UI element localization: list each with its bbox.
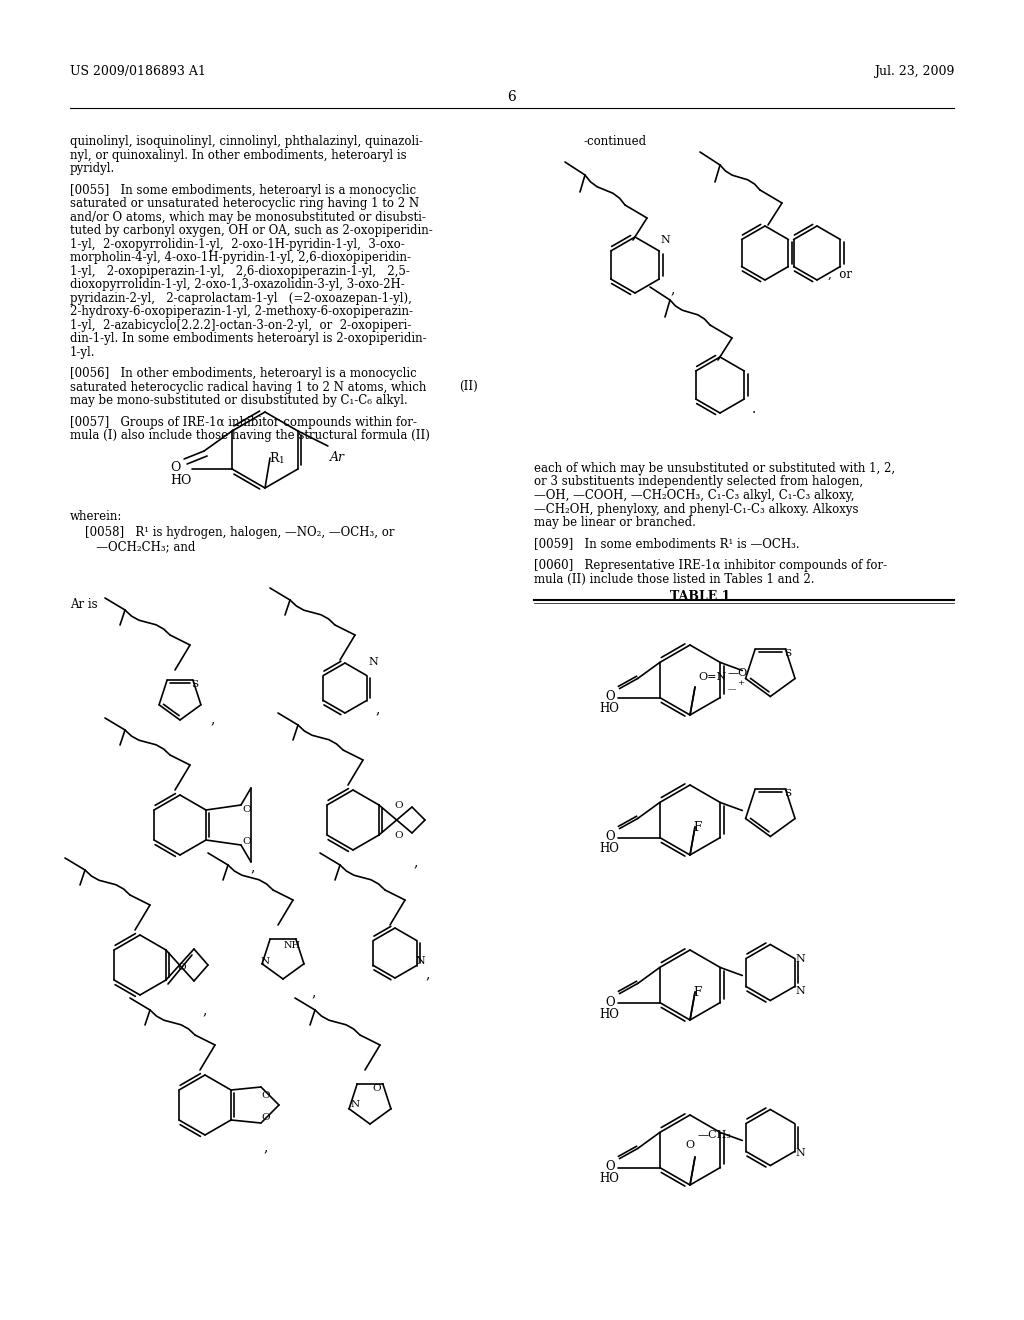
Text: or 3 substituents independently selected from halogen,: or 3 substituents independently selected… [534,475,863,488]
Text: O: O [262,1113,270,1122]
Text: S: S [784,649,792,657]
Text: O: O [373,1084,381,1093]
Text: tuted by carbonyl oxygen, OH or OA, such as 2-oxopiperidin-: tuted by carbonyl oxygen, OH or OA, such… [70,224,433,238]
Text: O: O [243,837,251,846]
Text: N: N [796,1147,805,1158]
Text: S: S [191,680,199,689]
Text: HO: HO [600,1007,620,1020]
Text: mula (I) also include those having the structural formula (II): mula (I) also include those having the s… [70,429,430,442]
Text: may be mono-substituted or disubstituted by C₁-C₆ alkyl.: may be mono-substituted or disubstituted… [70,395,408,407]
Text: pyridyl.: pyridyl. [70,162,116,176]
Text: N: N [350,1101,359,1109]
Text: Ar is: Ar is [70,598,97,611]
Text: [0058]   R¹ is hydrogen, halogen, —NO₂, —OCH₃, or: [0058] R¹ is hydrogen, halogen, —NO₂, —O… [70,525,394,539]
Text: [0057]   Groups of IRE-1α inhibitor compounds within for-: [0057] Groups of IRE-1α inhibitor compou… [70,416,417,429]
Text: Jul. 23, 2009: Jul. 23, 2009 [873,65,954,78]
Text: din-1-yl. In some embodiments heteroaryl is 2-oxopiperidin-: din-1-yl. In some embodiments heteroaryl… [70,333,427,345]
Text: O: O [394,801,403,810]
Text: ,: , [250,861,254,874]
Text: dioxopyrrolidin-1-yl, 2-oxo-1,3-oxazolidin-3-yl, 3-oxo-2H-: dioxopyrrolidin-1-yl, 2-oxo-1,3-oxazolid… [70,279,404,292]
Text: O=N: O=N [698,672,726,682]
Text: O: O [605,1160,615,1173]
Text: ,: , [375,702,379,715]
Text: saturated or unsaturated heterocyclic ring having 1 to 2 N: saturated or unsaturated heterocyclic ri… [70,197,419,210]
Text: 6: 6 [508,90,516,104]
Text: pyridazin-2-yl,   2-caprolactam-1-yl   (=2-oxoazepan-1-yl),: pyridazin-2-yl, 2-caprolactam-1-yl (=2-o… [70,292,412,305]
Text: HO: HO [170,474,191,487]
Text: —O: —O [728,668,749,678]
Text: [0060]   Representative IRE-1α inhibitor compounds of for-: [0060] Representative IRE-1α inhibitor c… [534,560,887,572]
Text: N: N [796,986,805,995]
Text: ,: , [263,1140,267,1154]
Text: O: O [262,1090,270,1100]
Text: N: N [415,956,425,966]
Text: may be linear or branched.: may be linear or branched. [534,516,696,529]
Text: +: + [737,678,743,686]
Text: ,: , [202,1003,207,1016]
Text: each of which may be unsubstituted or substituted with 1, 2,: each of which may be unsubstituted or su… [534,462,895,475]
Text: —OCH₂CH₃; and: —OCH₂CH₃; and [70,540,196,553]
Text: ,: , [413,855,418,869]
Text: —CH₂OH, phenyloxy, and phenyl-C₁-C₃ alkoxy. Alkoxys: —CH₂OH, phenyloxy, and phenyl-C₁-C₃ alko… [534,503,858,516]
Text: S: S [784,789,792,799]
Text: F: F [693,821,701,834]
Text: 1-yl,   2-oxopiperazin-1-yl,   2,6-dioxopiperazin-1-yl,   2,5-: 1-yl, 2-oxopiperazin-1-yl, 2,6-dioxopipe… [70,264,410,277]
Text: ,: , [670,282,675,296]
Text: ,: , [210,711,214,726]
Text: N: N [660,235,670,246]
Text: O: O [605,830,615,843]
Text: 1: 1 [279,455,285,465]
Text: nyl, or quinoxalinyl. In other embodiments, heteroaryl is: nyl, or quinoxalinyl. In other embodimen… [70,149,407,161]
Text: O: O [178,962,186,972]
Text: O: O [685,1140,694,1150]
Text: Ar: Ar [330,451,345,465]
Text: wherein:: wherein: [70,510,123,523]
Text: N: N [368,657,378,667]
Text: -continued: -continued [584,135,647,148]
Text: 1-yl,  2-azabicyclo[2.2.2]-octan-3-on-2-yl,  or  2-oxopiperi-: 1-yl, 2-azabicyclo[2.2.2]-octan-3-on-2-y… [70,318,412,331]
Text: ,: , [425,968,429,981]
Text: —OH, —COOH, —CH₂OCH₃, C₁-C₃ alkyl, C₁-C₃ alkoxy,: —OH, —COOH, —CH₂OCH₃, C₁-C₃ alkyl, C₁-C₃… [534,488,854,502]
Text: O: O [605,690,615,704]
Text: ,  or: , or [828,268,852,281]
Text: ,: , [311,985,315,999]
Text: morpholin-4-yl, 4-oxo-1H-pyridin-1-yl, 2,6-dioxopiperidin-: morpholin-4-yl, 4-oxo-1H-pyridin-1-yl, 2… [70,251,411,264]
Text: F: F [693,986,701,999]
Text: and/or O atoms, which may be monosubstituted or disubsti-: and/or O atoms, which may be monosubstit… [70,211,426,223]
Text: HO: HO [600,1172,620,1185]
Text: N: N [796,953,805,964]
Text: .: . [752,403,757,416]
Text: [0056]   In other embodiments, heteroaryl is a monocyclic: [0056] In other embodiments, heteroaryl … [70,367,417,380]
Text: R: R [269,451,279,465]
Text: 1-yl.: 1-yl. [70,346,95,359]
Text: HO: HO [600,842,620,855]
Text: [0055]   In some embodiments, heteroaryl is a monocyclic: [0055] In some embodiments, heteroaryl i… [70,183,416,197]
Text: saturated heterocyclic radical having 1 to 2 N atoms, which: saturated heterocyclic radical having 1 … [70,380,426,393]
Text: TABLE 1: TABLE 1 [670,590,730,603]
Text: —CH₃: —CH₃ [698,1130,732,1140]
Text: HO: HO [600,702,620,715]
Text: O: O [243,804,251,813]
Text: 2-hydroxy-6-oxopiperazin-1-yl, 2-methoxy-6-oxopiperazin-: 2-hydroxy-6-oxopiperazin-1-yl, 2-methoxy… [70,305,413,318]
Text: [0059]   In some embodiments R¹ is —OCH₃.: [0059] In some embodiments R¹ is —OCH₃. [534,537,800,550]
Text: O: O [605,995,615,1008]
Text: O: O [394,832,403,841]
Text: 1-yl,  2-oxopyrrolidin-1-yl,  2-oxo-1H-pyridin-1-yl,  3-oxo-: 1-yl, 2-oxopyrrolidin-1-yl, 2-oxo-1H-pyr… [70,238,404,251]
Text: US 2009/0186893 A1: US 2009/0186893 A1 [70,65,206,78]
Text: mula (II) include those listed in Tables 1 and 2.: mula (II) include those listed in Tables… [534,573,814,586]
Text: quinolinyl, isoquinolinyl, cinnolinyl, phthalazinyl, quinazoli-: quinolinyl, isoquinolinyl, cinnolinyl, p… [70,135,423,148]
Text: —: — [728,685,736,693]
Text: N: N [260,957,269,966]
Text: NH: NH [284,941,300,949]
Text: (II): (II) [459,380,478,393]
Text: O: O [170,461,180,474]
